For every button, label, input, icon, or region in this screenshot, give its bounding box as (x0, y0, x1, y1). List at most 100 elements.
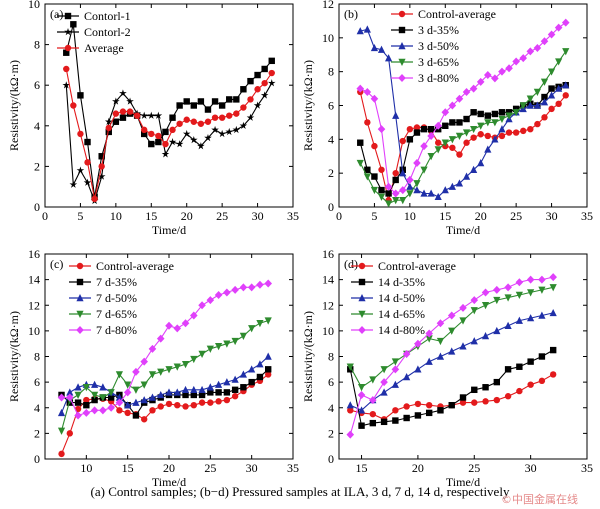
data-point (248, 365, 256, 373)
data-point (533, 101, 541, 109)
y-tick-label: 8 (328, 65, 334, 79)
data-point (470, 125, 478, 134)
data-point (427, 131, 435, 140)
data-point (169, 126, 176, 134)
data-point (247, 283, 256, 292)
x-tick-label: 15 (145, 209, 157, 223)
data-point (181, 385, 190, 394)
panel-label: (d) (344, 257, 358, 271)
data-point (141, 126, 148, 134)
y-tick-label: 6 (34, 375, 40, 389)
data-point (233, 96, 240, 103)
data-point (83, 396, 90, 404)
plot-frame (338, 253, 588, 460)
data-point (406, 175, 414, 184)
data-point (226, 112, 233, 119)
data-point (427, 153, 435, 161)
data-point (256, 360, 264, 368)
data-point (176, 120, 183, 127)
data-point (448, 401, 455, 409)
panel-label: (c) (50, 257, 63, 271)
data-point (215, 398, 222, 405)
data-point (268, 57, 275, 65)
data-point (356, 84, 365, 93)
data-point (162, 128, 169, 136)
data-point (540, 98, 549, 106)
data-point (434, 192, 442, 201)
x-tick-label: 30 (546, 209, 558, 223)
data-point (112, 97, 120, 105)
data-point (380, 366, 388, 374)
data-point (83, 401, 90, 409)
data-point (406, 136, 414, 143)
data-point (527, 381, 534, 388)
legend-label: 3 d-35% (418, 23, 459, 37)
data-point (471, 386, 478, 394)
data-point (462, 172, 471, 180)
data-point (385, 54, 393, 62)
data-point (248, 378, 255, 386)
data-point (435, 139, 442, 146)
data-point (99, 406, 107, 415)
data-point (477, 131, 484, 138)
data-point (447, 311, 456, 320)
data-point (204, 106, 212, 113)
data-point (406, 190, 414, 198)
data-point (413, 186, 421, 194)
data-point (547, 91, 556, 99)
data-point (380, 388, 388, 396)
data-point (403, 403, 410, 410)
data-point (516, 363, 523, 370)
data-point (441, 139, 449, 147)
data-point (82, 408, 91, 417)
data-point (391, 380, 399, 388)
data-point (190, 391, 197, 399)
data-point (248, 325, 256, 333)
data-point (247, 96, 254, 103)
data-point (66, 393, 74, 402)
data-point (527, 289, 535, 297)
data-point (70, 21, 77, 28)
data-point (540, 37, 549, 46)
panel-c: 10 15 20 25 30 35 0 2 4 6 8 10 12 14 16 Time/d Resistivi… (7, 247, 299, 489)
y-tick-label: 14 (322, 273, 334, 287)
data-point (392, 169, 399, 177)
data-point (253, 101, 262, 109)
data-point (380, 418, 388, 426)
data-point (420, 166, 428, 174)
data-point (498, 132, 506, 140)
data-point (356, 27, 364, 35)
legend-marker (358, 326, 366, 334)
data-point (198, 399, 206, 406)
data-point (370, 43, 379, 52)
data-point (504, 321, 512, 329)
data-point (91, 380, 99, 388)
data-point (463, 115, 470, 123)
data-point (377, 193, 386, 201)
data-point (448, 347, 456, 355)
y-tick-label: 4 (34, 401, 40, 415)
data-point (198, 385, 206, 394)
data-point (554, 23, 563, 32)
x-tick-label: 15 (439, 209, 451, 223)
data-point (455, 94, 464, 103)
data-point (547, 30, 556, 39)
legend-label: 7 d-80% (96, 323, 137, 337)
data-point (74, 399, 82, 406)
data-point (493, 296, 501, 305)
data-point (182, 403, 189, 410)
data-point (105, 124, 112, 132)
x-tick-label: 10 (110, 209, 122, 223)
data-point (173, 324, 182, 333)
x-tick-label: 5 (77, 209, 83, 223)
legend-label: 14 d-65% (378, 307, 425, 321)
data-point (74, 383, 82, 391)
data-point (181, 360, 190, 369)
data-point (107, 389, 115, 397)
data-point (369, 419, 377, 427)
data-point (403, 373, 411, 381)
x-tick-label: 30 (246, 461, 258, 475)
data-point (420, 125, 428, 133)
data-point (223, 288, 231, 297)
data-point (148, 344, 157, 353)
